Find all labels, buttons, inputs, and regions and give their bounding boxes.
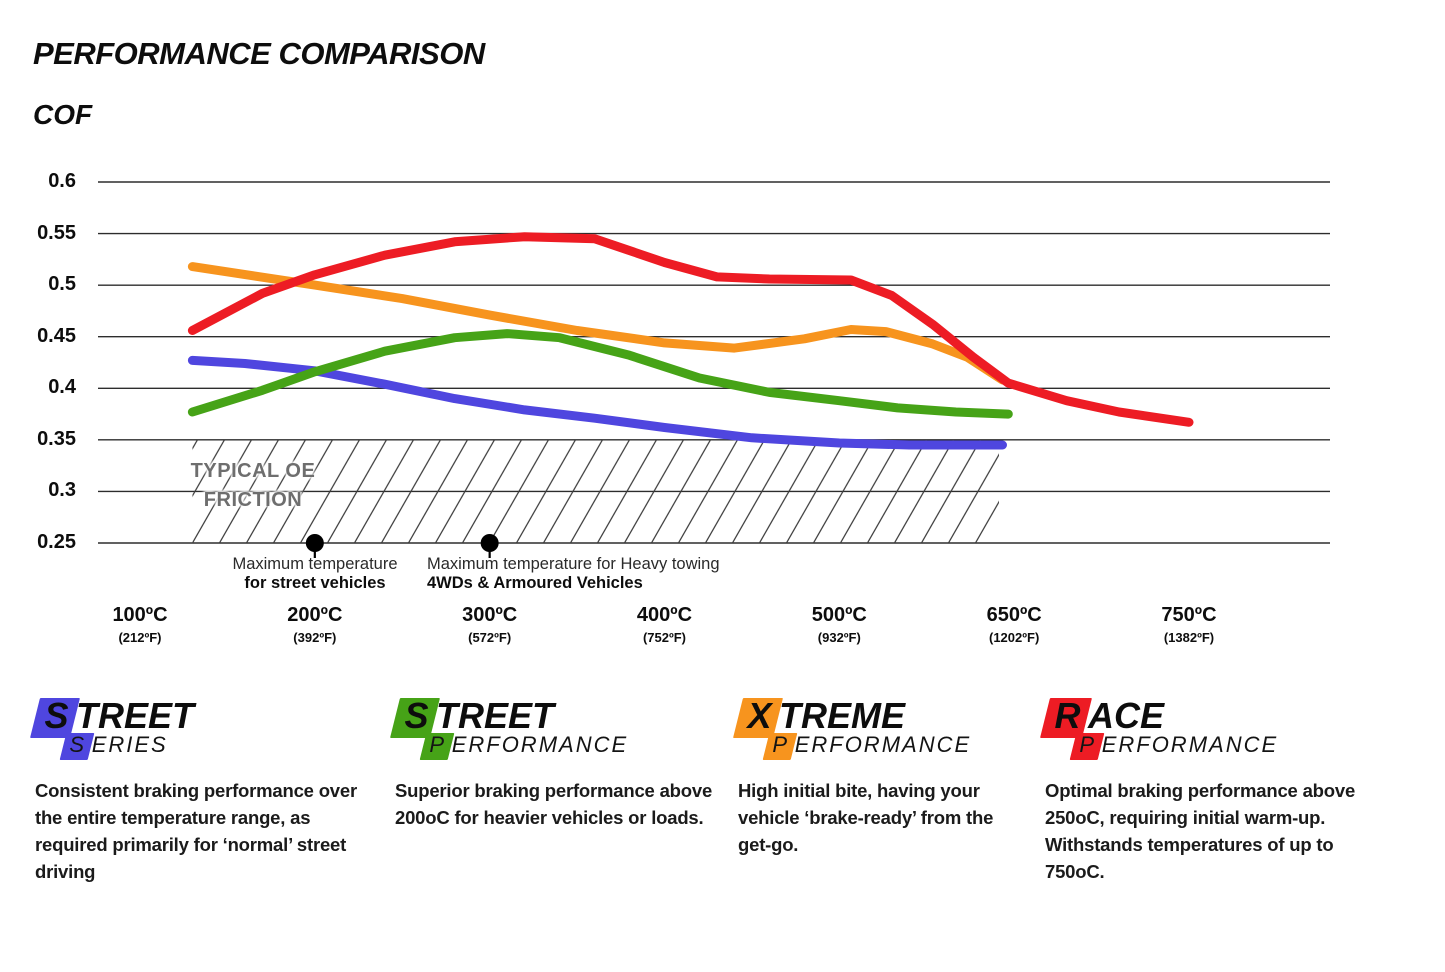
xtreme-performance-logo: X TREME <box>733 695 1023 738</box>
x-tick-label: 400ºC (752ºF) <box>594 604 734 645</box>
x-tick-fahrenheit: (932ºF) <box>817 630 861 645</box>
annotation-line: Maximum temperature <box>232 555 398 573</box>
street-performance-logo-subword: P ERFORMANCE <box>419 732 725 760</box>
x-tick-label: 300ºC (572ºF) <box>420 604 560 645</box>
logo-box-small: P <box>1069 732 1105 760</box>
logo-letter: P <box>429 732 447 757</box>
annotation-max-temp-towing: Maximum temperature for Heavy towing 4WD… <box>427 555 757 592</box>
x-tick-fahrenheit: (212ºF) <box>118 630 162 645</box>
logo-word: TREET <box>76 695 195 736</box>
xtreme-performance-logo-subword: P ERFORMANCE <box>762 732 1023 760</box>
logo-letter: X <box>747 695 772 736</box>
legend-street-series: S TREET S ERIES Consistent braking perform… <box>30 695 375 885</box>
annotation-line-bold: for street vehicles <box>244 573 386 592</box>
typical-oe-friction-line2: FRICTION <box>203 489 303 511</box>
race-performance-logo-subword: P ERFORMANCE <box>1069 732 1375 760</box>
street-performance-logo: S TREET <box>390 695 725 738</box>
curve-race-performance <box>187 232 1194 427</box>
x-tick-celsius: 650ºC <box>986 604 1042 626</box>
logo-letter: P <box>1079 732 1097 757</box>
y-tick-label: 0.25 <box>37 531 76 553</box>
legend-race-performance: R ACE P ERFORMANCE Optimal braking perform… <box>1040 695 1375 885</box>
logo-word: TREME <box>779 695 906 736</box>
street-series-description: Consistent braking performance over the … <box>35 780 357 882</box>
street-performance-description: Superior braking performance above 200oC… <box>395 780 713 828</box>
logo-letter: P <box>772 732 790 757</box>
x-tick-label: 750ºC (1382ºF) <box>1119 604 1259 645</box>
y-tick-label: 0.6 <box>48 170 76 192</box>
y-tick-label: 0.3 <box>48 479 76 502</box>
annotation-line: Maximum temperature for Heavy towing <box>427 555 720 573</box>
curve-street-performance <box>187 329 1013 419</box>
logo-letter: S <box>69 732 87 757</box>
race-performance-logo: R ACE <box>1040 695 1375 738</box>
logo-word: ERFORMANCE <box>451 732 629 757</box>
x-tick-celsius: 200ºC <box>287 604 343 626</box>
logo-letter: R <box>1054 695 1081 736</box>
x-tick-fahrenheit: (572ºF) <box>468 630 512 645</box>
annotation-line-bold: 4WDs & Armoured Vehicles <box>427 573 643 592</box>
logo-box-small: S <box>59 732 95 760</box>
street-series-logo-subword: S ERIES <box>59 732 375 760</box>
cof-temperature-chart <box>98 181 1330 559</box>
y-tick-label: 0.45 <box>37 324 76 347</box>
curve-xtreme-performance <box>187 262 1007 385</box>
x-tick-fahrenheit: (392ºF) <box>293 630 337 645</box>
x-tick-celsius: 100ºC <box>112 604 168 626</box>
legend-street-performance: S TREET P ERFORMANCE Superior braking perf… <box>390 695 725 831</box>
y-tick-label: 0.5 <box>48 273 76 296</box>
logo-box-small: P <box>762 732 798 760</box>
logo-word: ERFORMANCE <box>1101 732 1279 757</box>
typical-oe-friction-label: TYPICAL OE FRICTION <box>153 457 353 515</box>
x-tick-celsius: 400ºC <box>636 604 693 626</box>
x-tick-fahrenheit: (752ºF) <box>642 630 686 645</box>
page-title: PERFORMANCE COMPARISON <box>33 36 485 71</box>
xtreme-performance-description: High initial bite, having your vehicle ‘… <box>738 780 994 855</box>
x-tick-fahrenheit: (1382ºF) <box>1163 630 1215 645</box>
x-tick-label: 500ºC (932ºF) <box>769 604 909 645</box>
annotation-marker-dot <box>480 534 499 553</box>
x-tick-label: 200ºC (392ºF) <box>245 604 385 645</box>
y-axis-title: COF <box>33 99 93 130</box>
x-tick-celsius: 500ºC <box>811 604 867 626</box>
y-tick-label: 0.4 <box>48 376 76 399</box>
x-tick-celsius: 750ºC <box>1161 604 1217 626</box>
x-tick-label: 650ºC (1202ºF) <box>944 604 1084 645</box>
x-tick-label: 100ºC (212ºF) <box>70 604 210 645</box>
legend-xtreme-performance: X TREME P ERFORMANCE High initial bite, ha… <box>733 695 1023 858</box>
logo-box-small: P <box>419 732 455 760</box>
race-performance-description: Optimal braking performance above 250oC,… <box>1045 780 1356 882</box>
typical-oe-friction-band <box>192 439 999 544</box>
y-tick-label: 0.55 <box>37 221 76 244</box>
typical-oe-friction-line1: TYPICAL OE <box>190 460 316 482</box>
logo-word: ACE <box>1088 695 1165 736</box>
logo-letter: S <box>44 695 69 736</box>
curve-street-series <box>187 355 1007 450</box>
annotation-max-temp-street: Maximum temperature for street vehicles <box>165 555 465 592</box>
logo-letter: S <box>404 695 429 736</box>
x-tick-fahrenheit: (1202ºF) <box>989 630 1040 645</box>
street-series-logo: S TREET <box>30 695 375 738</box>
x-tick-celsius: 300ºC <box>462 604 518 626</box>
y-tick-label: 0.35 <box>37 427 76 450</box>
logo-word: ERIES <box>91 732 168 757</box>
logo-word: TREET <box>436 695 555 736</box>
logo-word: ERFORMANCE <box>794 732 972 757</box>
annotation-marker-dot <box>305 534 324 553</box>
